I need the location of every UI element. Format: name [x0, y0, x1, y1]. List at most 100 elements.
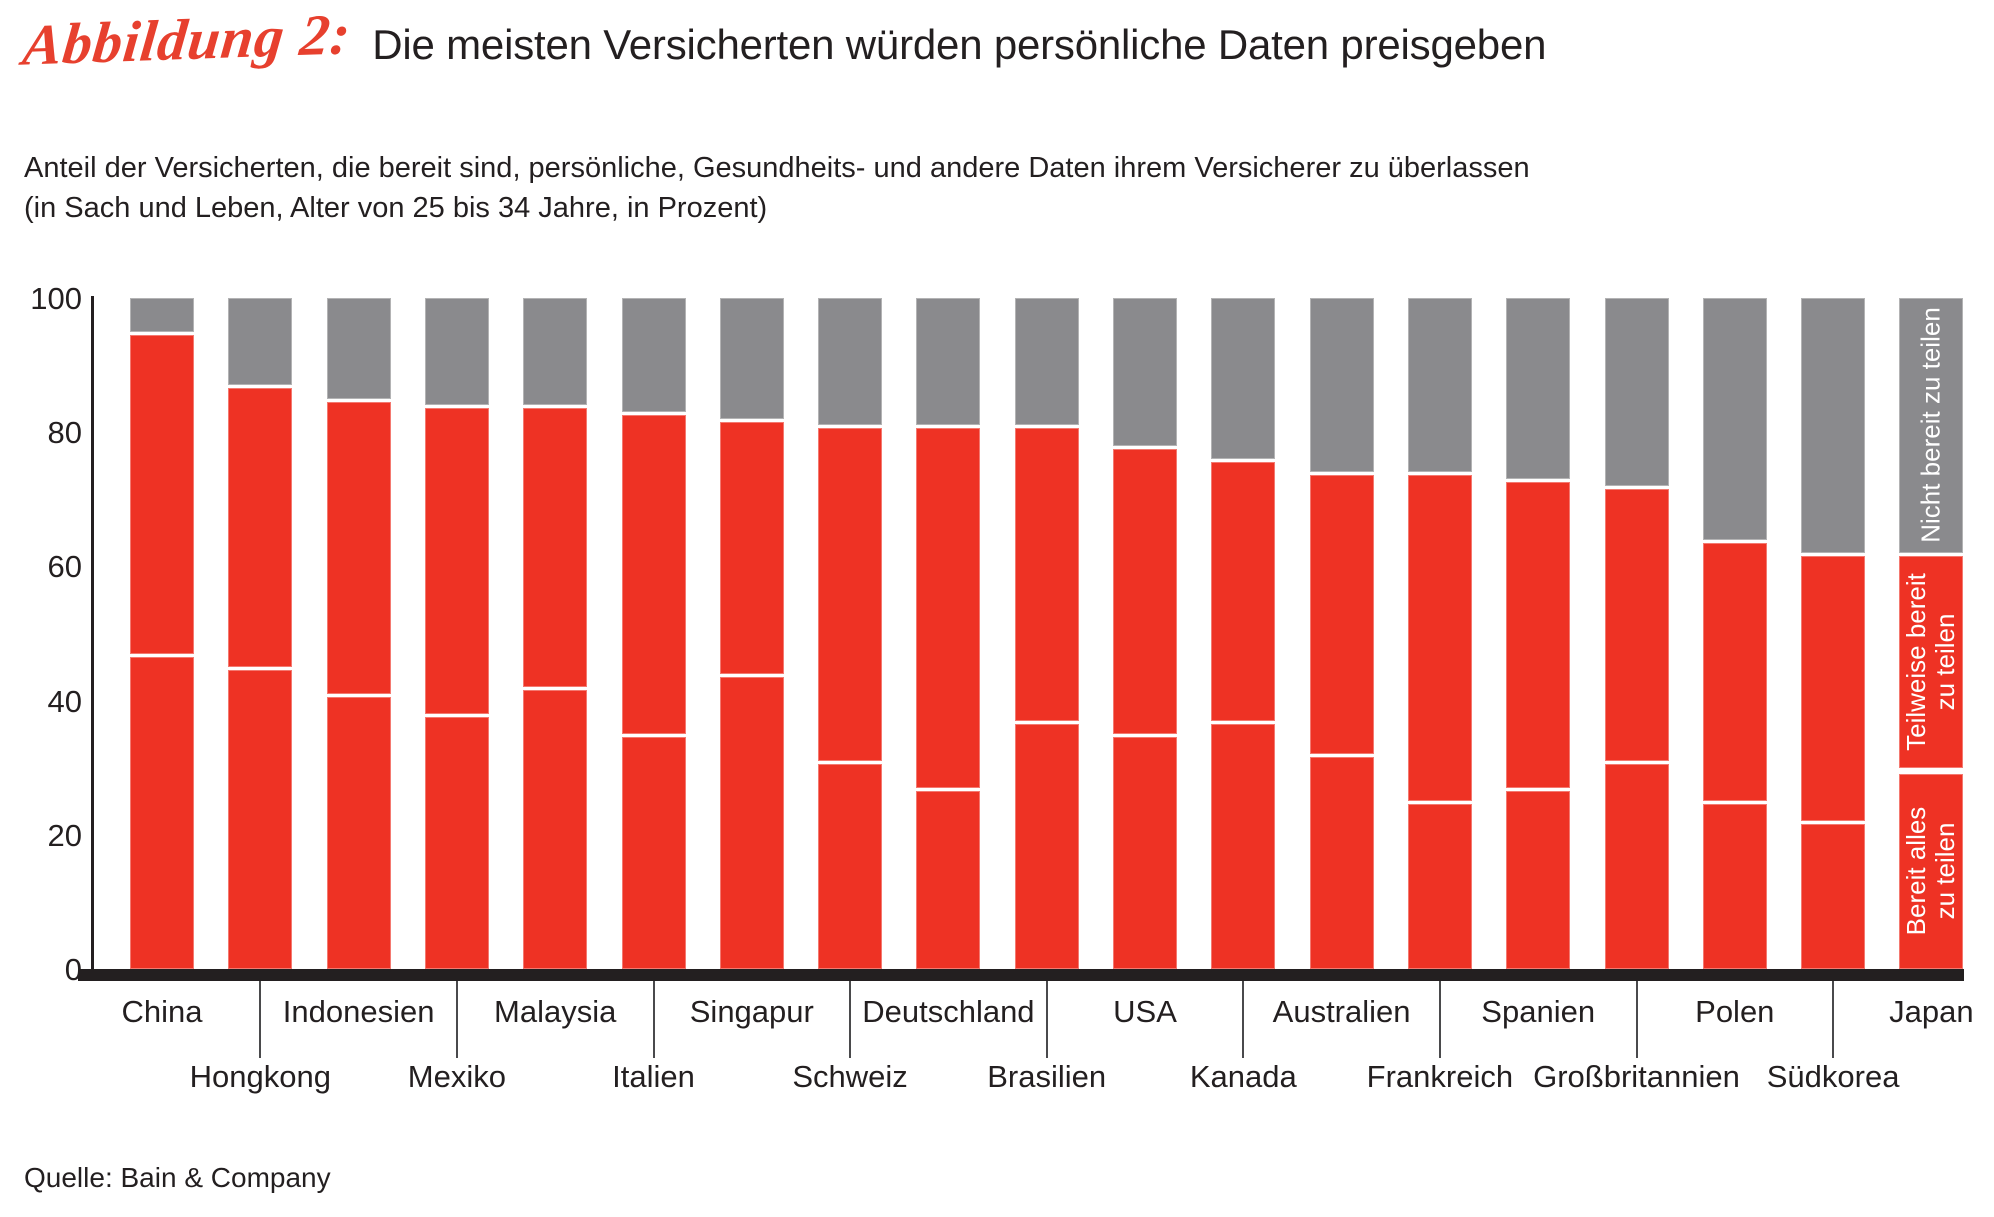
x-axis-label-japan: Japan: [1889, 994, 1974, 1029]
bar-kanada-segment-alles: [1211, 720, 1276, 969]
x-label-divider: [1438, 981, 1441, 1058]
bar-großbritannien-segment-teilweise: [1604, 485, 1669, 761]
bar-italien: [621, 298, 686, 969]
x-axis-label-frankreich: Frankreich: [1366, 1059, 1514, 1094]
bar-polen-segment-teilweise: [1702, 539, 1767, 802]
page-title: Die meisten Versicherten würden persönli…: [372, 21, 1547, 68]
bar-indonesien-segment-nicht: [326, 298, 391, 399]
y-axis-tick-100: 100: [30, 281, 82, 316]
bar-schweiz: [818, 298, 883, 969]
bar-singapur-segment-teilweise: [719, 418, 784, 674]
bar-china-segment-teilweise: [130, 331, 194, 654]
bar-frankreich: [1407, 298, 1472, 969]
bar-australien-segment-nicht: [1309, 298, 1374, 473]
x-axis-label-spanien: Spanien: [1481, 994, 1596, 1029]
bar-spanien-segment-alles: [1506, 787, 1571, 969]
legend-label-alles: Bereit alles zu teilen: [1901, 807, 1961, 936]
bar-mexiko: [424, 298, 489, 969]
bar-usa-segment-alles: [1113, 734, 1177, 969]
bar-japan-segment-nicht: Nicht bereit zu teilen: [1899, 298, 1964, 553]
x-axis-label-australien: Australien: [1272, 994, 1411, 1029]
bar-malaysia: [523, 298, 588, 969]
bar-brasilien-segment-alles: [1014, 720, 1079, 969]
bar-indonesien-segment-teilweise: [326, 398, 391, 694]
bar-deutschland: [916, 298, 981, 969]
bar-schweiz-segment-teilweise: [818, 425, 883, 761]
bar-spanien-segment-teilweise: [1506, 479, 1571, 788]
x-axis-label-singapur: Singapur: [689, 994, 814, 1029]
x-label-divider: [1242, 981, 1245, 1058]
bar-china-segment-nicht: [130, 298, 194, 332]
x-axis-label-brasilien: Brasilien: [987, 1059, 1107, 1094]
bar-malaysia-segment-nicht: [523, 298, 588, 406]
bar-frankreich-segment-teilweise: [1407, 472, 1472, 802]
x-axis-label-mexiko: Mexiko: [407, 1059, 506, 1094]
x-axis-label-hongkong: Hongkong: [189, 1059, 331, 1094]
bar-australien-segment-alles: [1309, 754, 1374, 969]
bar-hongkong-segment-alles: [228, 667, 293, 969]
bar-großbritannien-segment-alles: [1604, 760, 1669, 969]
bar-japan: Nicht bereit zu teilen Teilweise bereit zu…: [1899, 298, 1964, 969]
bar-polen-segment-alles: [1702, 801, 1767, 969]
bar-deutschland-segment-alles: [916, 787, 981, 969]
bar-usa: [1113, 298, 1177, 969]
x-label-divider: [849, 981, 852, 1058]
bar-deutschland-segment-nicht: [916, 298, 981, 426]
bar-südkorea-segment-alles: [1801, 821, 1866, 969]
x-label-divider: [1635, 981, 1638, 1058]
bar-singapur: [719, 298, 784, 969]
bar-mexiko-segment-teilweise: [424, 405, 489, 715]
bar-japan-segment-teilweise: Teilweise bereit zu teilen: [1899, 552, 1964, 768]
x-axis-label-usa: USA: [1113, 994, 1177, 1029]
subtitle-line-1: Anteil der Versicherten, die bereit sind…: [24, 152, 1530, 184]
bar-australien: [1309, 298, 1374, 969]
bar-singapur-segment-nicht: [719, 298, 784, 419]
bar-indonesien-segment-alles: [326, 693, 391, 969]
bar-hongkong-segment-nicht: [228, 298, 293, 386]
bar-italien-segment-teilweise: [621, 412, 686, 735]
bar-schweiz-segment-nicht: [818, 298, 883, 426]
subtitle-line-2: (in Sach und Leben, Alter von 25 bis 34 …: [24, 192, 768, 224]
bar-malaysia-segment-alles: [523, 687, 588, 969]
bar-kanada-segment-teilweise: [1211, 459, 1276, 721]
x-axis-label-malaysia: Malaysia: [494, 994, 617, 1029]
x-label-divider: [455, 981, 458, 1058]
bar-brasilien-segment-nicht: [1014, 298, 1079, 426]
x-label-divider: [1832, 981, 1835, 1058]
bar-malaysia-segment-teilweise: [523, 405, 588, 688]
bar-japan-segment-alles: Bereit alles zu teilen: [1899, 767, 1964, 969]
bar-polen-segment-nicht: [1702, 298, 1767, 540]
bar-brasilien-segment-teilweise: [1014, 425, 1079, 721]
bar-brasilien: [1014, 298, 1079, 969]
y-axis-tick-80: 80: [47, 415, 82, 451]
x-axis-label-deutschland: Deutschland: [862, 994, 1035, 1029]
source-note: Quelle: Bain & Company: [24, 1162, 331, 1193]
y-axis-line: [91, 296, 94, 969]
bar-usa-segment-nicht: [1113, 298, 1177, 446]
y-axis-tick-0: 0: [64, 952, 82, 987]
bar-australien-segment-teilweise: [1309, 472, 1374, 755]
bar-italien-segment-alles: [621, 734, 686, 969]
legend-label-teilweise: Teilweise bereit zu teilen: [1901, 572, 1961, 751]
x-axis-label-china: China: [121, 994, 203, 1029]
bar-spanien-segment-nicht: [1506, 298, 1571, 480]
bar-schweiz-segment-alles: [818, 760, 883, 969]
bar-china-segment-alles: [130, 653, 194, 969]
bar-mexiko-segment-nicht: [424, 298, 489, 406]
y-axis-tick-20: 20: [47, 817, 82, 853]
x-label-divider: [652, 981, 655, 1058]
bar-großbritannien: [1604, 298, 1669, 969]
bar-frankreich-segment-nicht: [1407, 298, 1472, 473]
x-label-divider: [1045, 981, 1048, 1058]
x-axis-label-großbritannien: Großbritannien: [1533, 1059, 1740, 1094]
bar-italien-segment-nicht: [621, 298, 686, 413]
bar-mexiko-segment-alles: [424, 714, 489, 969]
bar-kanada-segment-nicht: [1211, 298, 1276, 460]
x-axis-label-italien: Italien: [612, 1059, 695, 1094]
bar-südkorea-segment-nicht: [1801, 298, 1866, 553]
x-axis-label-indonesien: Indonesien: [282, 994, 435, 1029]
y-axis-tick-60: 60: [47, 549, 82, 585]
bar-südkorea-segment-teilweise: [1801, 552, 1866, 822]
bar-china: [130, 298, 194, 969]
